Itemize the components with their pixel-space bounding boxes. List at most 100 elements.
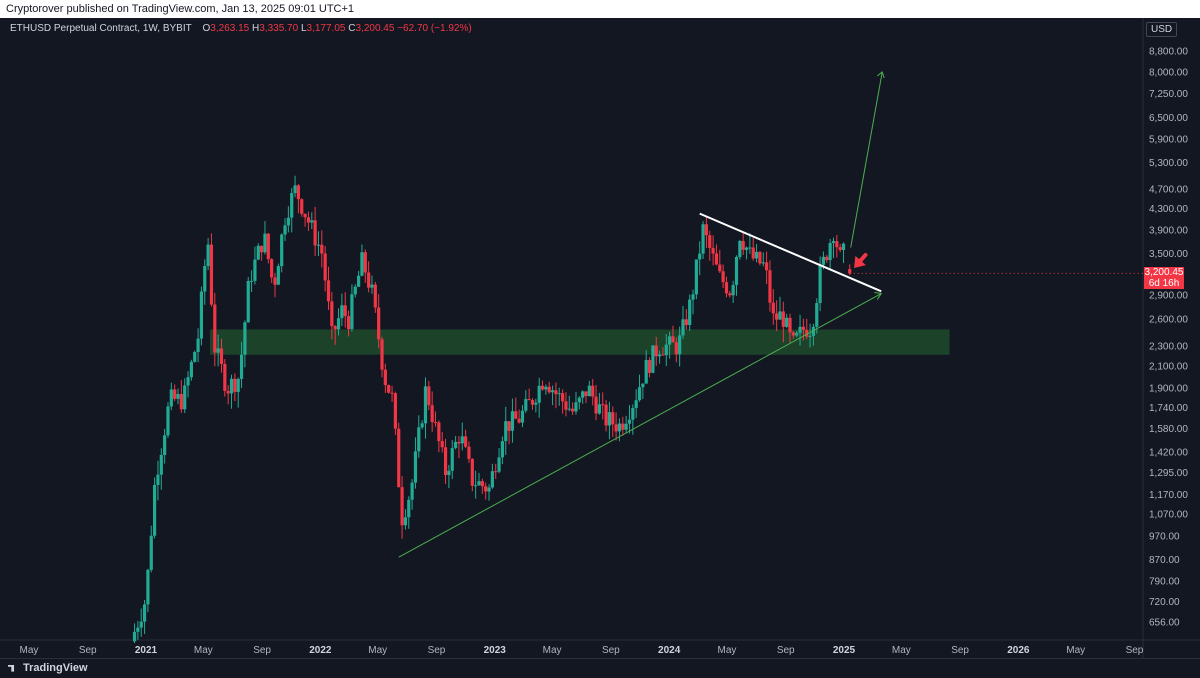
- candle-body: [423, 386, 428, 424]
- candle-body: [433, 422, 438, 424]
- candle-body: [624, 423, 628, 430]
- candle-body: [263, 233, 267, 253]
- candle-body: [447, 470, 451, 476]
- candle-body: [718, 264, 722, 272]
- candle-body: [841, 243, 846, 251]
- currency-button[interactable]: USD: [1146, 22, 1178, 37]
- candle-body: [350, 294, 354, 330]
- symbol-label: ETHUSD Perpetual Contract, 1W, BYBIT: [10, 23, 192, 34]
- candle-body: [377, 307, 381, 340]
- candle-body: [714, 253, 719, 265]
- candle-body: [561, 393, 565, 402]
- pointer-arrowhead: [854, 255, 866, 268]
- candle-body: [644, 359, 648, 384]
- candle-body: [413, 451, 418, 483]
- candle-body: [657, 354, 662, 357]
- x-tick-label: 2026: [1007, 645, 1030, 656]
- candle-body: [771, 302, 775, 314]
- target-arrowhead: [876, 71, 885, 79]
- candle-body: [825, 256, 829, 261]
- candle-body: [310, 220, 314, 223]
- candle-body: [393, 393, 397, 429]
- y-tick-label: 1,740.00: [1149, 403, 1188, 414]
- candle-body: [761, 262, 765, 264]
- candle-body: [614, 424, 618, 432]
- x-tick-label: 2025: [833, 645, 856, 656]
- candle-body: [744, 247, 749, 250]
- publisher-bar: Cryptorover published on TradingView.com…: [0, 0, 1200, 18]
- x-tick-label: May: [194, 645, 213, 656]
- candle-body: [668, 336, 672, 345]
- candle-body: [594, 396, 598, 414]
- candle-body: [540, 385, 545, 390]
- candle-body: [206, 244, 210, 267]
- y-tick-label: 1,295.00: [1149, 468, 1188, 479]
- candle-body: [567, 408, 571, 410]
- candle-body: [320, 244, 324, 254]
- y-tick-label: 7,250.00: [1149, 89, 1188, 100]
- candle-body: [246, 281, 250, 323]
- candle-body: [229, 378, 234, 394]
- candle-body: [173, 389, 177, 399]
- candle-body: [169, 389, 173, 407]
- candle-body: [437, 422, 441, 442]
- y-tick-label: 790.00: [1149, 576, 1180, 587]
- x-tick-label: Sep: [428, 645, 446, 656]
- candle-body: [781, 311, 785, 327]
- candle-body: [564, 401, 568, 410]
- candle-body: [477, 481, 481, 486]
- candle-body: [591, 385, 595, 397]
- candle-body: [835, 241, 839, 248]
- price-chart[interactable]: 656.00 720.00 790.00 870.00 970.00 1,070.00 1,…: [0, 18, 1200, 658]
- candle-body: [604, 404, 608, 426]
- candle-body: [186, 377, 190, 386]
- change-value: −62.70 (−1.92%): [397, 23, 472, 34]
- candle-body: [671, 336, 675, 343]
- x-tick-label: 2022: [309, 645, 332, 656]
- published-text: Cryptorover published on TradingView.com…: [6, 3, 355, 15]
- candle-body: [132, 631, 137, 642]
- candle-body: [741, 240, 745, 250]
- target-arrow-line: [850, 71, 883, 248]
- candle-body: [637, 387, 642, 401]
- y-tick-label: 2,300.00: [1149, 342, 1188, 353]
- x-tick-label: May: [892, 645, 911, 656]
- candle-body: [651, 345, 655, 373]
- tradingview-logo[interactable]: TradingView: [8, 659, 88, 677]
- candle-body: [397, 428, 401, 488]
- candle-body: [179, 393, 183, 410]
- candle-body: [601, 404, 605, 406]
- open-key: O: [202, 23, 211, 34]
- candle-body: [333, 326, 337, 330]
- candle-body: [681, 319, 685, 336]
- candle-body: [316, 244, 321, 246]
- y-tick-label: 1,900.00: [1149, 383, 1188, 394]
- chart-frame[interactable]: 656.00 720.00 790.00 870.00 970.00 1,070.00 1,…: [0, 18, 1200, 658]
- candle-body: [758, 251, 762, 264]
- candle-body: [678, 335, 682, 355]
- candle-body: [346, 316, 351, 330]
- y-tick-label: 2,600.00: [1149, 315, 1188, 326]
- candle-body: [209, 244, 214, 305]
- candle-body: [410, 482, 414, 500]
- candle-body: [300, 199, 304, 214]
- candle-body: [490, 471, 494, 488]
- candle-body: [517, 418, 521, 423]
- candle-body: [236, 378, 240, 392]
- x-tick-label: May: [19, 645, 38, 656]
- brand-name: TradingView: [23, 662, 88, 674]
- footer: TradingView: [0, 658, 1200, 678]
- resistance-trendline: [699, 212, 882, 293]
- candle-body: [634, 400, 638, 409]
- candle-body: [303, 213, 307, 218]
- candle-body: [464, 436, 468, 447]
- candle-body: [183, 385, 187, 410]
- y-tick-label: 656.00: [1149, 617, 1180, 628]
- candle-body: [139, 621, 143, 628]
- candle-body: [189, 361, 193, 378]
- high-value: 3,335.70: [259, 23, 299, 34]
- x-tick-label: Sep: [777, 645, 795, 656]
- candle-body: [754, 251, 759, 259]
- candle-body: [400, 487, 404, 526]
- candle-body: [159, 454, 163, 475]
